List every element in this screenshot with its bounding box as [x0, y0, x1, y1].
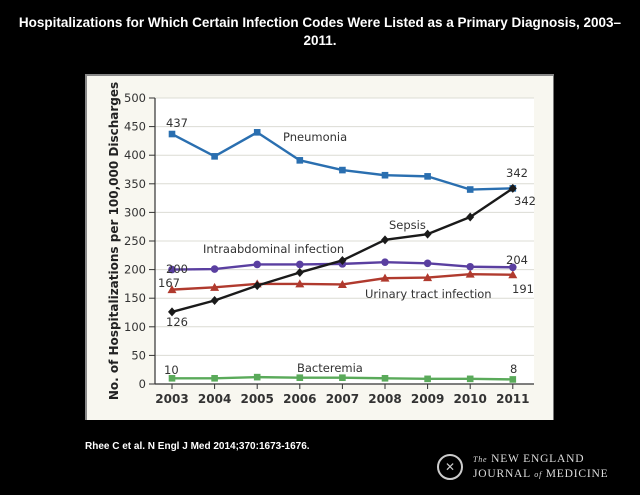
x-tick-label: 2003	[155, 392, 188, 406]
publisher-name: The NEW ENGLAND JOURNAL of MEDICINE	[473, 452, 608, 482]
sepsis-marker	[168, 307, 176, 317]
publisher-of: of	[534, 470, 543, 479]
x-tick-label: 2007	[326, 392, 359, 406]
intraabdominal-infection-marker	[210, 265, 219, 273]
bacteremia-marker	[424, 375, 431, 383]
bacteremia-marker	[381, 374, 389, 382]
sepsis-marker	[253, 281, 262, 291]
y-tick-label: 350	[124, 177, 146, 191]
urinary-tract-infection-marker	[295, 279, 305, 288]
sepsis-start-value-label: 126	[166, 315, 188, 329]
sepsis-marker	[508, 183, 517, 193]
pneumonia-marker	[296, 157, 304, 164]
bacteremia-end-value-label: 8	[510, 362, 517, 376]
bacteremia-marker	[253, 373, 261, 381]
sepsis-end-value-label: 342	[514, 194, 536, 208]
intraabdominal-infection-marker	[381, 258, 389, 266]
x-tick-label: 2008	[368, 392, 401, 406]
x-tick-label: 2004	[198, 392, 231, 406]
x-tick-label: 2009	[411, 392, 444, 406]
chart-title-line2: 2011.	[303, 33, 337, 48]
citation: Rhee C et al. N Engl J Med 2014;370:1673…	[85, 441, 310, 452]
intraabdominal-infection-marker	[296, 260, 304, 269]
chart-title-line1: Hospitalizations for Which Certain Infec…	[18, 15, 622, 30]
y-tick-label: 400	[124, 148, 146, 162]
x-tick-label: 2005	[240, 392, 273, 406]
urinary-tract-infection-series-label: Urinary tract infection	[365, 287, 492, 301]
y-tick-label: 500	[124, 91, 146, 105]
urinary-tract-infection-marker	[210, 282, 220, 291]
intraabdominal-infection-series-label: Intraabdominal infection	[203, 242, 344, 256]
sepsis-marker	[381, 235, 389, 245]
y-tick-label: 100	[124, 320, 146, 334]
pneumonia-series-label: Pneumonia	[283, 130, 347, 144]
x-tick-label: 2006	[283, 392, 316, 406]
bacteremia-marker	[339, 374, 346, 382]
y-axis-label: No. of Hospitalizations per 100,000 Disc…	[107, 82, 121, 400]
pneumonia-marker	[424, 173, 431, 180]
y-tick-label: 50	[131, 348, 146, 362]
intraabdominal-infection-marker	[253, 260, 261, 269]
sepsis-marker	[466, 212, 475, 222]
pneumonia-marker	[466, 186, 474, 193]
y-tick-label: 250	[124, 234, 146, 248]
bacteremia-marker	[296, 374, 304, 382]
pneumonia-end-value-label: 342	[506, 166, 528, 180]
publisher-line2b: MEDICINE	[545, 468, 609, 480]
pneumonia-marker	[339, 166, 346, 174]
publisher-prefix: The	[473, 455, 488, 464]
publisher-line1: NEW ENGLAND	[491, 453, 585, 465]
publisher-line2a: JOURNAL	[473, 468, 531, 480]
intraabdominal-infection-end-value-label: 204	[506, 253, 528, 267]
y-tick-label: 300	[124, 205, 146, 219]
bacteremia-start-value-label: 10	[164, 363, 179, 377]
intraabdominal-infection-marker	[423, 259, 432, 268]
pneumonia-marker	[253, 129, 261, 136]
bacteremia-marker	[211, 374, 218, 382]
y-tick-label: 200	[124, 263, 146, 277]
sepsis-marker	[338, 255, 347, 265]
y-tick-label: 0	[139, 377, 146, 391]
pneumonia-marker	[168, 130, 176, 138]
bacteremia-marker	[168, 374, 176, 382]
x-tick-label: 2010	[453, 392, 486, 406]
intraabdominal-infection-marker	[168, 265, 176, 274]
x-tick-label: 2011	[496, 392, 529, 406]
chart-title: Hospitalizations for Which Certain Infec…	[0, 14, 640, 50]
urinary-tract-infection-marker	[465, 269, 475, 278]
bacteremia-series-label: Bacteremia	[297, 361, 363, 375]
pneumonia-marker	[381, 171, 389, 179]
y-tick-label: 150	[124, 291, 146, 305]
bacteremia-marker	[509, 376, 517, 383]
bacteremia-marker	[466, 375, 474, 383]
intraabdominal-infection-marker	[509, 263, 517, 272]
urinary-tract-infection-start-value-label: 167	[158, 276, 180, 290]
sepsis-marker	[423, 229, 432, 239]
urinary-tract-infection-marker	[337, 279, 347, 288]
sepsis-marker	[295, 267, 304, 277]
intraabdominal-infection-marker	[466, 262, 475, 271]
urinary-tract-infection-marker	[380, 273, 390, 282]
sepsis-marker	[210, 295, 219, 305]
urinary-tract-infection-marker	[167, 285, 177, 294]
urinary-tract-infection-marker	[508, 270, 518, 279]
urinary-tract-infection-end-value-label: 191	[512, 282, 534, 296]
sepsis-series-label: Sepsis	[389, 218, 426, 232]
pneumonia-marker	[211, 153, 218, 160]
intraabdominal-infection-start-value-label: 200	[166, 262, 188, 276]
y-tick-label: 450	[124, 120, 146, 134]
nejm-seal-icon	[437, 454, 463, 480]
publisher-logo: The NEW ENGLAND JOURNAL of MEDICINE	[437, 452, 608, 482]
pneumonia-start-value-label: 437	[166, 116, 188, 130]
urinary-tract-infection-marker	[423, 273, 433, 282]
